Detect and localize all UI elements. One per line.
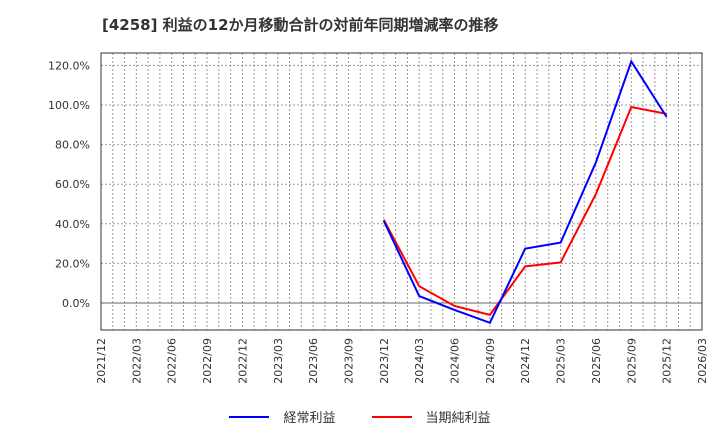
x-tick-label: 2025/06 xyxy=(590,338,603,384)
x-tick-label: 2026/03 xyxy=(696,338,709,384)
y-tick-label: 20.0% xyxy=(55,257,90,270)
grid-lines xyxy=(101,53,702,330)
x-tick-label: 2023/03 xyxy=(272,338,285,384)
legend-label: 経常利益 xyxy=(283,411,336,426)
y-tick-label: 100.0% xyxy=(48,99,90,112)
x-tick-label: 2024/06 xyxy=(449,338,462,384)
legend-item-ordinary-profit[interactable]: 経常利益 xyxy=(229,407,336,426)
x-tick-label: 2024/09 xyxy=(484,338,497,384)
legend: 経常利益 当期純利益 xyxy=(0,407,720,426)
y-tick-label: 80.0% xyxy=(55,139,90,152)
x-axis-labels: 2021/12 2022/03 2022/06 2022/09 2022/12 2023/… xyxy=(95,338,709,384)
x-tick-label: 2022/12 xyxy=(236,338,249,384)
legend-label: 当期純利益 xyxy=(425,411,491,426)
x-tick-label: 2023/12 xyxy=(378,338,391,384)
x-tick-label: 2024/03 xyxy=(413,338,426,384)
y-tick-label: 40.0% xyxy=(55,218,90,231)
legend-item-net-profit[interactable]: 当期純利益 xyxy=(371,407,491,426)
x-tick-label: 2022/03 xyxy=(130,338,143,384)
x-tick-label: 2022/09 xyxy=(201,338,214,384)
series-line xyxy=(382,105,667,317)
legend-swatch-blue xyxy=(229,415,270,418)
x-tick-label: 2023/06 xyxy=(307,338,320,384)
y-tick-label: 120.0% xyxy=(48,59,90,72)
y-tick-label: 60.0% xyxy=(55,178,90,191)
chart-title: [4258] 利益の12か月移動合計の対前年同期増減率の推移 xyxy=(102,16,499,34)
plot-area-border xyxy=(100,52,703,331)
series-line xyxy=(382,59,668,325)
x-tick-label: 2025/12 xyxy=(661,338,674,384)
x-tick-label: 2024/12 xyxy=(519,338,532,384)
y-axis-labels: 0.0% 20.0% 40.0% 60.0% 80.0% 100.0% 120.0% xyxy=(48,59,90,310)
x-tick-label: 2023/09 xyxy=(342,338,355,384)
data-series xyxy=(382,59,668,325)
x-tick-label: 2025/03 xyxy=(555,338,568,384)
x-tick-label: 2022/06 xyxy=(166,338,179,384)
legend-swatch-red xyxy=(371,415,412,418)
y-tick-label: 0.0% xyxy=(62,297,90,310)
x-tick-label: 2025/09 xyxy=(625,338,638,384)
x-tick-label: 2021/12 xyxy=(95,338,108,384)
